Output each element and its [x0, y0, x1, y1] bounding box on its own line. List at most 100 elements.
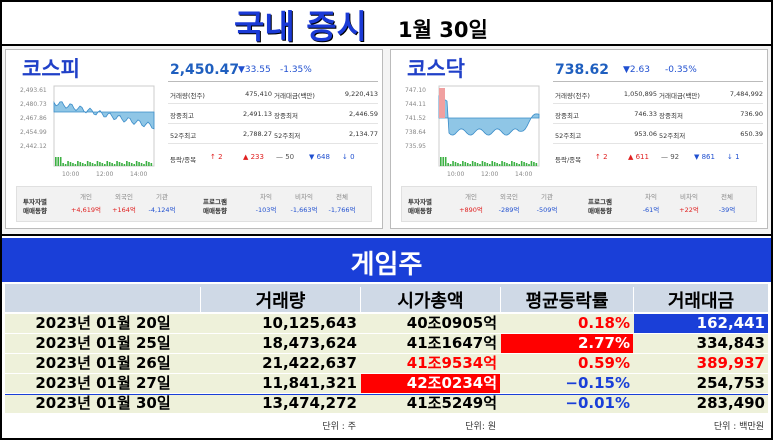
stat-value: 2,788.27	[243, 130, 272, 138]
volume-bar	[123, 164, 126, 166]
volume-bar	[506, 163, 508, 166]
volume-bar	[528, 164, 530, 166]
investor-label: 비차익	[295, 193, 313, 201]
volume-bar	[91, 163, 94, 166]
stat-label: 거래량(천주)	[555, 92, 590, 100]
games-title: 게임주	[350, 250, 423, 280]
table-cell: 0.18%	[577, 314, 630, 332]
investor-value: -39억	[718, 206, 736, 214]
row-line	[553, 123, 763, 124]
investor-value: +22억	[679, 206, 699, 214]
row-date: 2023년 01월 30일	[35, 394, 171, 412]
volume-bar	[520, 161, 523, 166]
table-cell: 11,841,321	[262, 374, 357, 392]
column-header: 거래량	[200, 287, 360, 313]
volume-bar	[62, 163, 64, 166]
volume-bar	[99, 162, 101, 166]
mini-chart: 747.10 744.11 741.52 738.64 735.95 10:00 12:00…	[405, 85, 540, 178]
volume-bar	[118, 162, 121, 166]
breadth-item: ▲ 611	[628, 153, 649, 161]
stat-label: 52주최저	[274, 132, 301, 140]
volume-bar	[440, 157, 442, 166]
change-pct: -0.35%	[665, 65, 697, 75]
volume-bar	[464, 162, 467, 166]
investor-label: 기관	[541, 193, 553, 201]
chart-y-tick: 2,442.12	[20, 143, 47, 150]
chart-y-tick: 744.11	[405, 101, 426, 108]
volume-bar	[454, 162, 457, 166]
markets: 코스피 2,450.47 ▼33.55 -1.35% 2,493.61 2,480.73 2…	[2, 46, 771, 234]
volume-bar	[459, 164, 462, 166]
volume-bar	[533, 162, 535, 166]
stat-value: 2,446.59	[349, 110, 378, 118]
volume-bar	[128, 162, 131, 166]
volume-bar	[471, 161, 474, 166]
stat-label: 장중최고	[555, 112, 579, 120]
volume-bar	[64, 164, 67, 166]
volume-bar	[140, 163, 143, 166]
volume-bar	[81, 163, 84, 166]
volume-bar	[94, 164, 96, 166]
unit-note: 단위: 원	[465, 422, 496, 432]
volume-bar	[121, 163, 123, 166]
table-cell: 41조5249억	[406, 394, 497, 412]
volume-bar	[515, 163, 518, 166]
volume-bar	[74, 164, 77, 166]
investor-label: 차익	[260, 193, 272, 201]
market-panel: 코스닥 738.62 ▼2.63 -0.35% 747.10 744.11 741.52 73…	[390, 49, 768, 229]
volume-bar	[449, 164, 452, 166]
chart-x-tick: 10:00	[447, 171, 464, 178]
volume-bar	[55, 157, 57, 166]
table-cell: 0.59%	[577, 354, 630, 372]
volume-bar	[148, 162, 150, 166]
volume-bar	[72, 163, 74, 166]
volume-bar	[447, 163, 449, 166]
row-date: 2023년 01월 26일	[35, 354, 171, 372]
investor-label: 기관	[156, 193, 168, 201]
table-header	[5, 284, 768, 312]
volume-bar	[452, 161, 454, 166]
breadth-item: ↓ 1	[727, 153, 740, 161]
row-line	[168, 123, 378, 124]
chart-y-tick: 741.52	[405, 115, 426, 122]
investor-group-label: 매매동향	[23, 207, 47, 215]
table-cell: 2.77%	[501, 334, 633, 353]
investor-label: 외국인	[500, 193, 518, 201]
volume-bar	[479, 164, 481, 166]
volume-bar	[126, 161, 128, 166]
price: 2,450.47	[170, 62, 240, 78]
stat-label: 거래대금(백만)	[274, 92, 315, 100]
investor-label: 개인	[80, 193, 92, 201]
stat-label: 52주최저	[659, 132, 686, 140]
breadth-label: 등락/종목	[170, 156, 197, 164]
volume-bar	[104, 164, 106, 166]
table-row	[5, 314, 768, 333]
unit-note: 단위 : 백만원	[713, 422, 764, 432]
breadth-item: — 50	[276, 153, 295, 161]
divider	[168, 81, 378, 82]
volume-bar	[481, 161, 484, 166]
volume-bar	[150, 163, 153, 166]
chart-y-tick: 2,467.86	[20, 115, 47, 122]
row-line	[168, 103, 378, 104]
date: 1월 30일	[398, 18, 488, 42]
breadth-item: ↑ 2	[595, 153, 608, 161]
chart-y-tick: 747.10	[405, 87, 426, 94]
volume-bar	[67, 161, 69, 166]
stat-value: 7,484,992	[729, 90, 763, 98]
breadth-label: 등락/종목	[555, 156, 582, 164]
table-cell: 41조1647억	[406, 334, 497, 352]
stat-value: 2,491.13	[243, 110, 272, 118]
row-line	[553, 143, 763, 144]
volume-bar	[84, 164, 86, 166]
row-line	[168, 143, 378, 144]
volume-bar	[57, 157, 60, 166]
volume-bar	[145, 161, 148, 166]
games: 게임주 거래량 시가총액 평균등락률 거래대금 2023년 01월 20일 10,125,…	[2, 236, 771, 438]
stat-value: 953.06	[634, 130, 657, 138]
volume-bar	[113, 164, 116, 166]
chart-area	[438, 95, 540, 136]
table-cell: 18,473,624	[262, 334, 357, 352]
volume-bar	[469, 164, 471, 166]
volume-bar	[513, 162, 516, 166]
